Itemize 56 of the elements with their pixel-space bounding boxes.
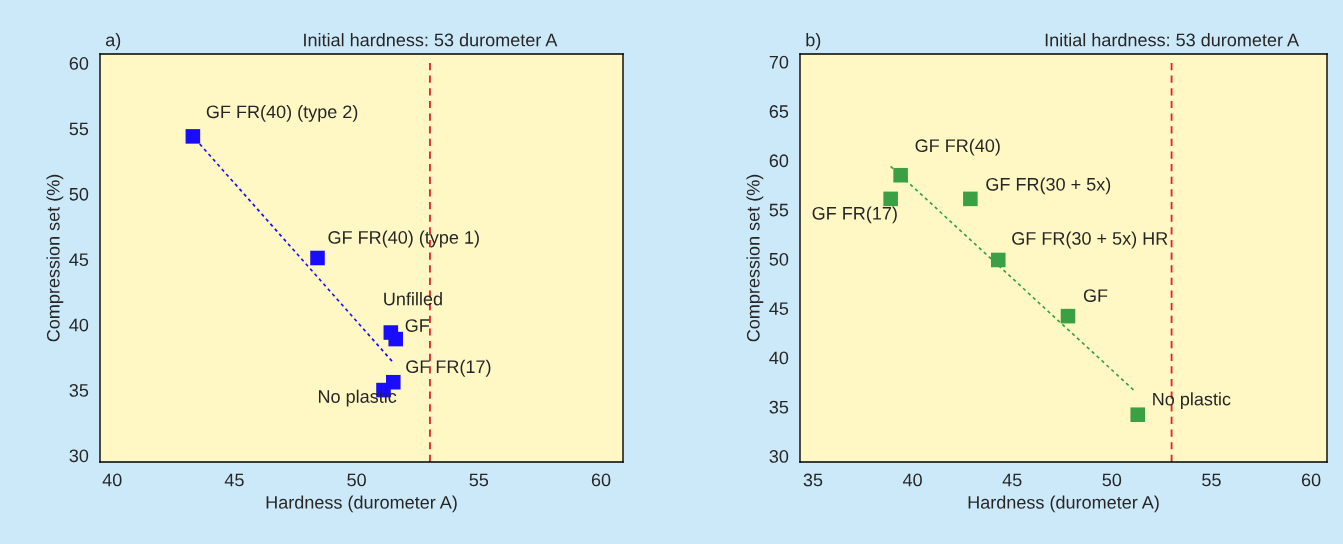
point xyxy=(185,129,201,144)
y-tick-label: 65 xyxy=(769,105,789,118)
y-tick-label: 35 xyxy=(769,400,789,414)
annotation: GF FR(30 + 5x) xyxy=(986,177,1111,195)
x-axis-title: Hardness (durometer A) xyxy=(968,495,1159,513)
y-tick-label: 50 xyxy=(69,187,89,201)
y-axis-title: Compression set (%) xyxy=(46,174,64,342)
y-tick-label: 45 xyxy=(69,253,89,267)
ref-line-label: Initial hardness: 53 durometer A xyxy=(304,33,558,47)
y-tick-label: 45 xyxy=(769,302,789,315)
annotation: GF FR(40) xyxy=(915,138,1000,156)
chart-title: b) xyxy=(806,33,821,50)
annotation: GF xyxy=(1083,289,1108,302)
x-tick-label: 40 xyxy=(102,473,122,487)
annotation: GF FR(17) xyxy=(406,359,491,377)
annotation: GF FR(17) xyxy=(812,206,897,224)
y-tick-label: 60 xyxy=(769,154,789,168)
point xyxy=(883,191,898,207)
point xyxy=(963,191,978,207)
point xyxy=(1130,407,1145,422)
annotation: Unfilled xyxy=(384,292,442,306)
point xyxy=(990,252,1006,268)
annotation: GF FR(40) (type 1) xyxy=(328,230,479,248)
point xyxy=(1060,308,1076,324)
y-tick-label: 30 xyxy=(769,450,789,463)
y-tick-label: 55 xyxy=(69,122,89,136)
x-tick-label: 45 xyxy=(224,473,244,487)
point xyxy=(893,167,908,183)
chart-title: a) xyxy=(106,33,121,50)
annotation: GF FR(30 + 5x) HR xyxy=(1012,231,1168,249)
y-tick-label: 60 xyxy=(69,57,89,70)
y-tick-label: 55 xyxy=(769,203,789,217)
x-axis-title: Hardness (durometer A) xyxy=(266,495,457,513)
x-tick-label: 60 xyxy=(591,473,611,487)
x-tick-label: 55 xyxy=(469,473,489,487)
annotation: GF FR(40) (type 2) xyxy=(206,104,358,122)
y-tick-label: 40 xyxy=(769,351,789,365)
x-tick-label: 50 xyxy=(1102,473,1122,487)
y-tick-label: 70 xyxy=(769,55,789,69)
point xyxy=(388,331,403,347)
x-tick-label: 50 xyxy=(347,473,366,487)
ref-line-label: Initial hardness: 53 durometer A xyxy=(1045,33,1300,47)
point xyxy=(310,250,325,266)
x-tick-label: 40 xyxy=(902,473,922,487)
y-axis-title: Compression set (%) xyxy=(746,174,764,342)
annotation: No plastic xyxy=(1153,392,1231,410)
y-tick-label: 35 xyxy=(69,384,89,397)
y-tick-label: 30 xyxy=(69,449,89,463)
x-tick-label: 35 xyxy=(803,473,823,487)
y-tick-label: 40 xyxy=(69,318,89,332)
annotation: No plastic xyxy=(318,389,397,407)
annotation: GF xyxy=(405,319,430,332)
x-tick-label: 45 xyxy=(1002,473,1022,487)
x-tick-label: 60 xyxy=(1301,473,1321,487)
x-tick-label: 55 xyxy=(1202,473,1221,487)
y-tick-label: 50 xyxy=(769,252,789,266)
